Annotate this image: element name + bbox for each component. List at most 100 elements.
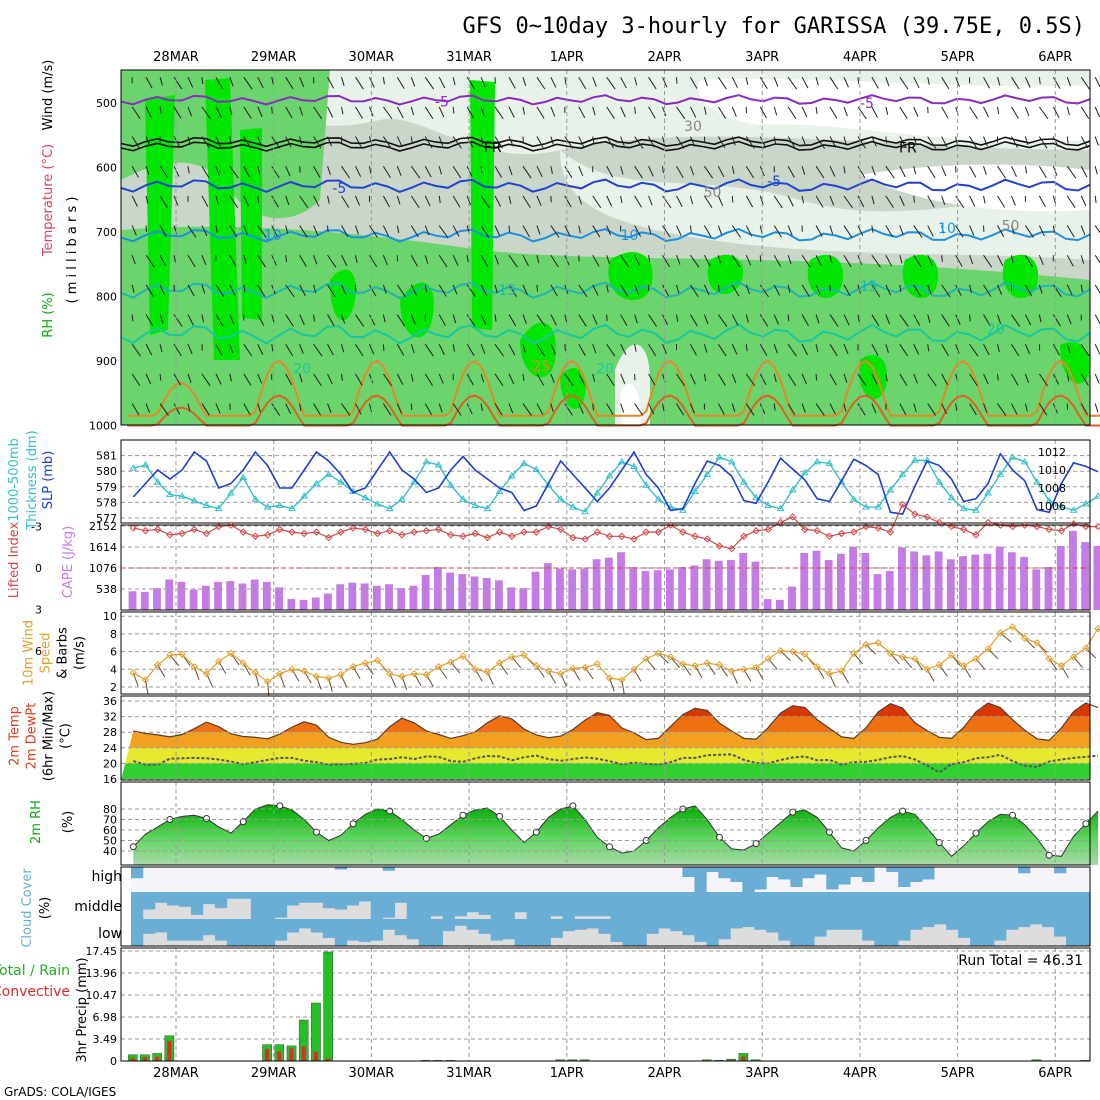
- li-point: [679, 528, 687, 536]
- cloud-bar: [886, 867, 899, 872]
- cloud-bar: [358, 892, 372, 902]
- wind-barb: [299, 254, 307, 267]
- wind-barb: [508, 136, 514, 147]
- thickness-point: [153, 478, 162, 485]
- wind-barb: [452, 165, 462, 179]
- cloud-bar: [682, 919, 695, 936]
- wind-barb: [801, 344, 808, 356]
- wind-barb: [536, 373, 545, 386]
- cloud-bar: [334, 867, 348, 870]
- rh-point: [1045, 851, 1053, 859]
- wind-barb: [690, 76, 698, 89]
- wind-barb: [857, 314, 860, 323]
- wind-barb: [424, 343, 434, 357]
- wind-barb: [955, 254, 963, 267]
- wind-barb: [341, 373, 343, 381]
- wind-speed-point: [886, 649, 895, 658]
- wind-barb: [592, 373, 596, 382]
- wind-barb: [689, 106, 697, 118]
- cloud-bar: [922, 867, 935, 880]
- wind-barb: [508, 343, 516, 356]
- wind-barb: [829, 195, 835, 206]
- cloud-bar: [1054, 892, 1067, 919]
- wind-barb: [1094, 225, 1100, 234]
- wind-barb: [829, 373, 837, 386]
- wind-barb: [578, 225, 581, 234]
- li-point: [1094, 522, 1100, 531]
- wind-barb: [1011, 403, 1018, 415]
- wind-barb: [717, 136, 726, 149]
- cloud-bar: [154, 919, 168, 933]
- cape-tick-label: 1614: [89, 541, 117, 554]
- tick-label: 0: [110, 1055, 117, 1068]
- wind-barb: [355, 165, 362, 177]
- wind-barb: [243, 106, 252, 119]
- thickness-point: [556, 495, 565, 502]
- cloud-bar: [226, 892, 240, 899]
- wind-barb: [675, 284, 680, 294]
- wind-barb: [466, 373, 474, 386]
- cape-bar: [250, 579, 259, 610]
- wind-barb: [690, 284, 699, 298]
- wind-barb: [745, 314, 749, 323]
- precip-conv-bar: [130, 1057, 135, 1061]
- wind-barb: [480, 225, 490, 238]
- wind-barb: [759, 284, 769, 298]
- cloud-bar: [718, 892, 731, 919]
- cloud-bar: [1042, 892, 1055, 919]
- wind-barb: [801, 284, 810, 297]
- rh-point: [606, 843, 614, 851]
- wind-barb: [299, 403, 302, 411]
- wind-barb: [494, 373, 504, 387]
- wind-barb: [717, 284, 720, 292]
- wind-speed-point: [642, 654, 650, 663]
- wind-speed-point: [850, 649, 858, 658]
- cape-bar: [617, 552, 625, 610]
- wind-barb: [913, 76, 920, 89]
- wind-barb: [913, 195, 915, 203]
- cape-bar: [812, 550, 821, 610]
- wind-barb: [871, 314, 880, 327]
- precip-conv-bar: [142, 1057, 147, 1061]
- tick-label: 70: [103, 814, 117, 827]
- wind-barb: [173, 106, 182, 119]
- wind-barb: [662, 254, 670, 268]
- wind-barb: [257, 166, 261, 175]
- tick-label: 1000: [89, 420, 117, 433]
- wind-barb: [857, 77, 860, 84]
- wind-barb: [941, 314, 950, 327]
- li-point: [471, 529, 479, 538]
- thickness-point: [727, 457, 736, 465]
- wind-speed-point: [935, 661, 943, 669]
- thickness-point: [849, 495, 858, 502]
- li-point: [312, 528, 321, 536]
- wind-speed-point: [923, 665, 931, 674]
- wind-barb: [899, 403, 907, 415]
- wind-barb: [201, 225, 208, 237]
- wind-barb: [606, 403, 614, 416]
- cloud-bar: [850, 892, 863, 919]
- wind-barb: [927, 284, 932, 295]
- wind-barb: [829, 76, 839, 90]
- cloud-bar: [442, 919, 455, 932]
- cloud-bar: [790, 867, 803, 887]
- cloud-bar: [406, 919, 419, 940]
- wind-barb: [550, 403, 554, 412]
- wind-barb: [285, 106, 293, 119]
- wind-barb: [606, 255, 610, 265]
- wind-barb: [578, 106, 586, 119]
- tick-label: 60: [103, 824, 117, 837]
- wind-barb: [452, 225, 460, 237]
- wind-barb: [550, 314, 557, 326]
- cloud-bar: [634, 919, 647, 946]
- rh-point: [496, 812, 504, 820]
- wind-barb: [1066, 195, 1076, 209]
- li-point: [386, 527, 394, 535]
- temp-band: [121, 763, 1090, 779]
- isotherm-label: FR: [899, 141, 917, 157]
- li-tick-label: 0: [35, 562, 42, 575]
- wind-barb: [341, 106, 344, 115]
- wind-barb: [1038, 403, 1048, 416]
- wind-barb: [1094, 76, 1100, 88]
- wind-barb: [327, 343, 334, 356]
